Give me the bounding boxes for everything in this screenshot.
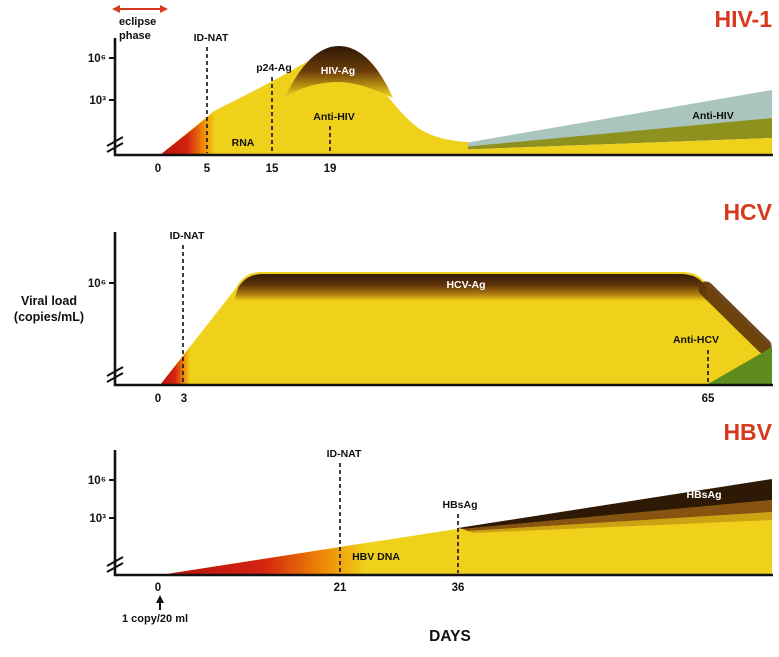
- hiv-xtick-5: 5: [204, 163, 211, 175]
- hiv-rna-label: RNA: [232, 137, 255, 149]
- hiv-xtick-0: 0: [155, 163, 161, 175]
- panel-title-hcv: HCV: [723, 199, 772, 225]
- x-axis-title: DAYS: [429, 628, 471, 645]
- hcv-anti-hcv-area: [708, 347, 772, 384]
- hcv-xtick-65: 65: [702, 393, 715, 405]
- hbv-axis-break: [106, 562, 124, 573]
- hiv-idnat-label: ID-NAT: [194, 32, 229, 44]
- hiv-antihiv-right-label: Anti-HIV: [692, 110, 733, 122]
- hiv-axis-break: [106, 142, 124, 153]
- hiv-ag-label: HIV-Ag: [321, 65, 355, 77]
- hiv-antihiv-label: Anti-HIV: [313, 111, 354, 123]
- hcv-xtick-3: 3: [181, 393, 187, 405]
- shared-labels: Viral load (copies/mL) DAYS: [14, 294, 471, 645]
- hcv-xtick-0: 0: [155, 393, 161, 405]
- hbv-xtick-21: 21: [334, 582, 347, 594]
- hcv-ag-band: [234, 274, 709, 301]
- one-copy-note: 1 copy/20 ml: [122, 613, 188, 625]
- hbv-idnat-label: ID-NAT: [327, 448, 362, 460]
- hiv-ramp-red-wedge: [160, 111, 215, 155]
- y-axis-title-line2: (copies/mL): [14, 310, 84, 324]
- hcv-panel: HCV 10⁶ ID-NAT HCV-Ag Anti-HCV 0 3 65: [88, 199, 773, 405]
- hcv-ytick-top: 10⁶: [88, 278, 106, 290]
- hbv-axis-break: [106, 556, 124, 567]
- hiv-ytick-top: 10⁶: [88, 53, 106, 65]
- hiv-axis: [113, 38, 773, 157]
- hbv-hbsag-band-dark: [458, 479, 772, 529]
- hbv-hbsag-band-mid: [463, 500, 772, 531]
- hiv-anti-hiv-teal-band: [430, 90, 772, 150]
- hiv-p24-label: p24-Ag: [256, 62, 292, 74]
- hbv-panel: HBV 10⁶ 10³ ID-NAT HBsAg HBsAg HBV DNA 0…: [88, 419, 773, 625]
- hcv-ramp-red-wedge: [160, 347, 190, 385]
- y-axis-title-line1: Viral load: [21, 294, 77, 308]
- hbv-ytick-bottom: 10³: [89, 513, 106, 525]
- hbv-hbsag-band-light: [468, 512, 772, 533]
- hbv-hbsag-area-label: HBsAg: [686, 489, 721, 501]
- hiv-ag-peak: [285, 45, 393, 98]
- hcv-ag-slope-band: [698, 281, 772, 354]
- hiv-xtick-19: 19: [324, 163, 337, 175]
- hbv-dna-label: HBV DNA: [352, 551, 400, 563]
- hbv-ramp-red-wedge: [160, 543, 366, 575]
- hbv-axis: [113, 450, 773, 577]
- eclipse-arrowhead-right-icon: [160, 5, 168, 13]
- hiv-axis-break: [106, 136, 124, 147]
- hbv-ytick-top: 10⁶: [88, 475, 106, 487]
- hcv-idnat-label: ID-NAT: [170, 230, 205, 242]
- eclipse-arrowhead-left-icon: [112, 5, 120, 13]
- hiv-panel: HIV-1 eclipse phase 10⁶ 10³ 0 5 15 19 ID…: [88, 5, 773, 175]
- hcv-axis-break: [106, 372, 124, 383]
- one-copy-arrowhead-icon: [156, 595, 164, 603]
- panel-title-hiv: HIV-1: [714, 6, 772, 32]
- hcv-antihcv-label: Anti-HCV: [673, 334, 719, 346]
- hcv-axis-break: [106, 366, 124, 377]
- hbv-xtick-36: 36: [452, 582, 465, 594]
- hiv-xtick-15: 15: [266, 163, 279, 175]
- hbv-hbsag-label: HBsAg: [442, 499, 477, 511]
- panel-title-hbv: HBV: [723, 419, 772, 445]
- hcv-ag-label: HCV-Ag: [446, 279, 485, 291]
- eclipse-label-line1: eclipse: [119, 16, 156, 28]
- hiv-rna-area: [160, 50, 468, 155]
- hbv-xtick-0: 0: [155, 582, 161, 594]
- hiv-ytick-bottom: 10³: [89, 95, 106, 107]
- eclipse-label-line2: phase: [119, 30, 151, 42]
